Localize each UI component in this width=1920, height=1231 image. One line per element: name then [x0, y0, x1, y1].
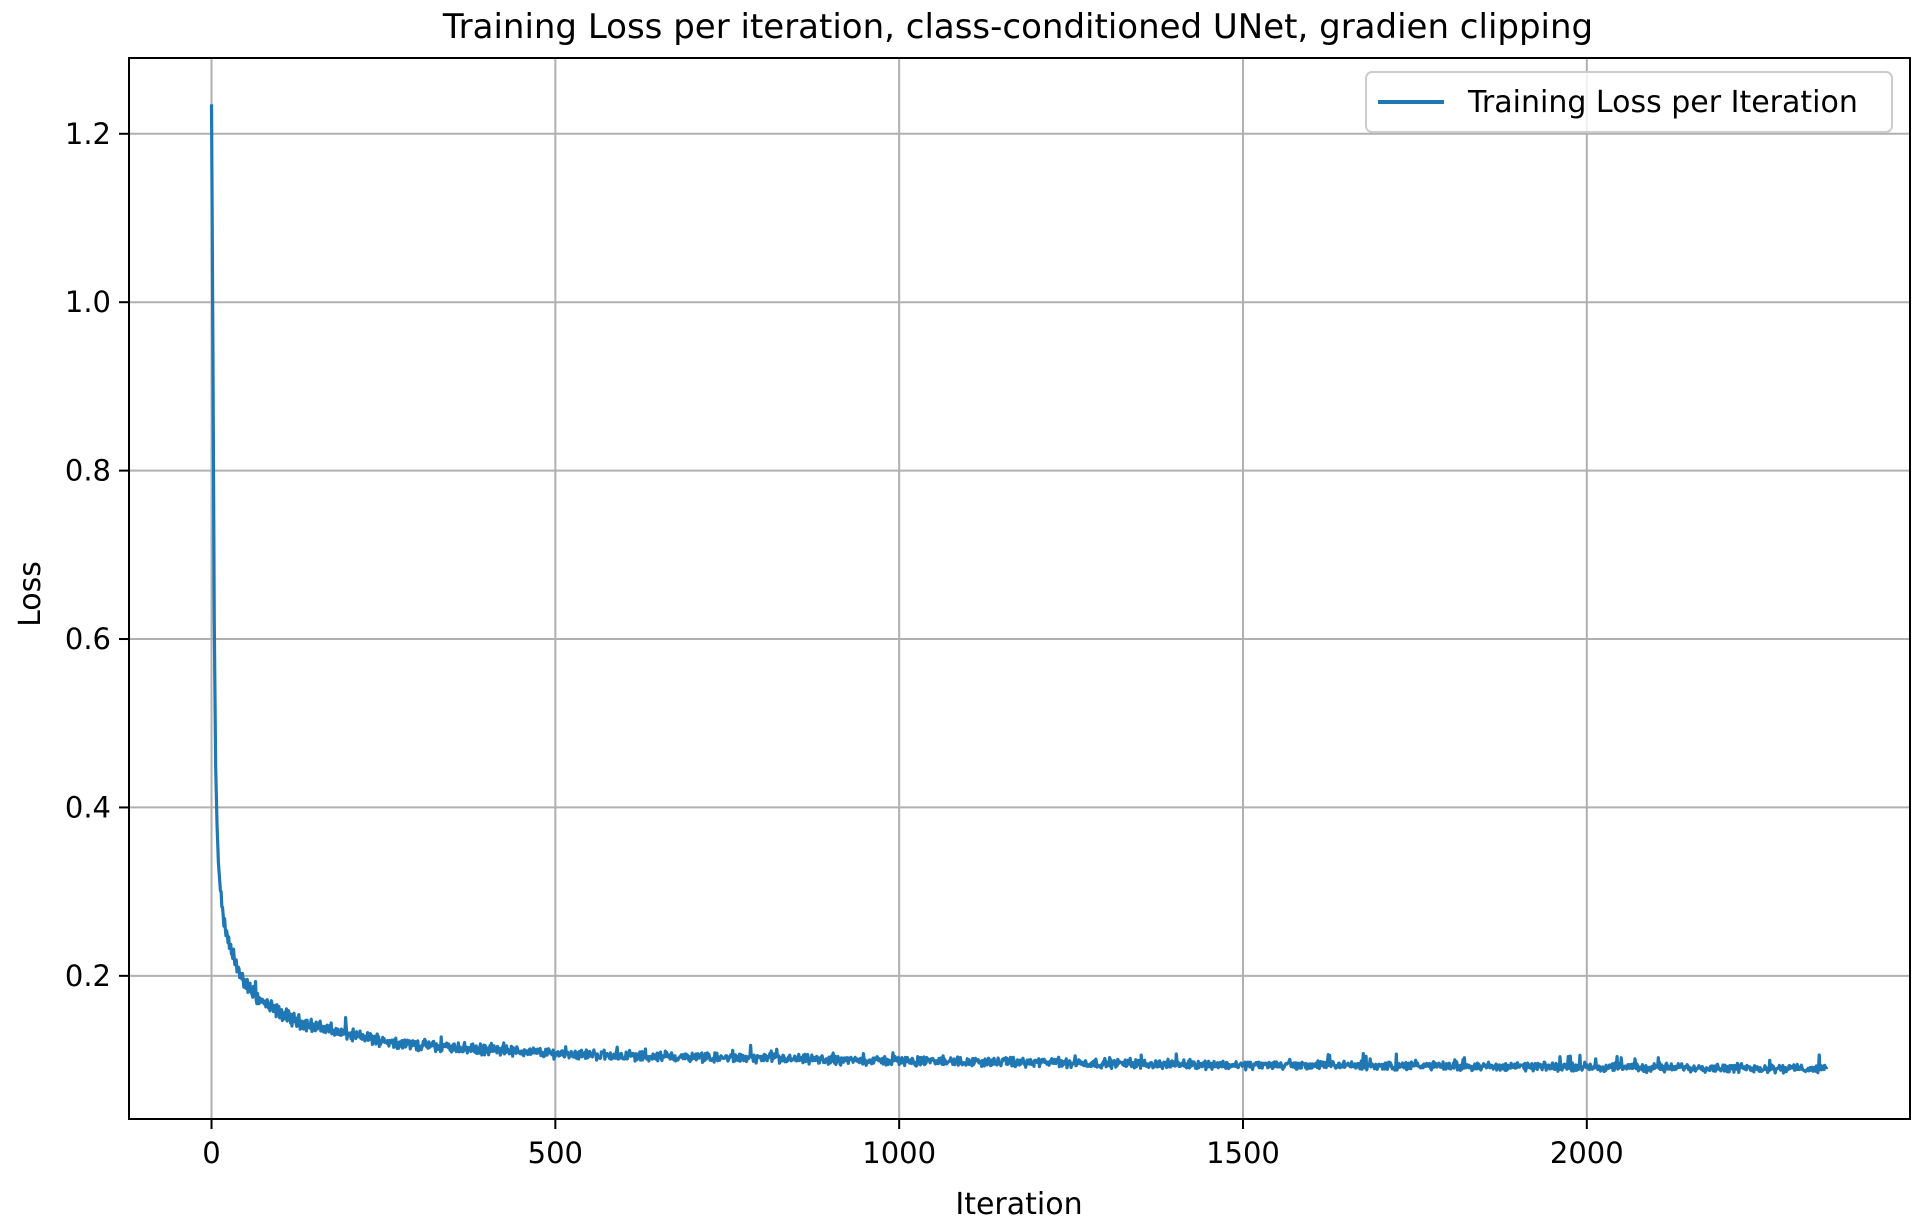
legend-box	[1365, 71, 1893, 133]
plot-area	[209, 104, 1829, 1075]
legend: Training Loss per Iteration	[1365, 71, 1893, 133]
y-axis-label: Loss	[13, 561, 48, 627]
x-tick-label: 0	[202, 1136, 220, 1170]
y-tick-label: 0.8	[65, 454, 111, 488]
x-tick-label: 2000	[1550, 1136, 1624, 1170]
y-tick-label: 0.4	[65, 790, 111, 824]
chart-title: Training Loss per iteration, class-condi…	[442, 7, 1593, 47]
y-tick-label: 0.6	[65, 622, 111, 656]
grid-lines	[129, 58, 1910, 1119]
x-tick-label: 500	[528, 1136, 583, 1170]
axis-ticks: 0 500 1000 1500 2000 0.2 0.4 0.6 0.8 1.0 1.2	[65, 117, 1624, 1170]
legend-label: Training Loss per Iteration	[1467, 85, 1858, 120]
y-tick-label: 1.2	[65, 117, 111, 151]
x-axis-label: Iteration	[955, 1187, 1082, 1222]
x-tick-label: 1500	[1206, 1136, 1280, 1170]
loss-series-line	[209, 104, 1829, 1075]
x-tick-label: 1000	[862, 1136, 936, 1170]
y-tick-label: 1.0	[65, 285, 111, 319]
y-tick-label: 0.2	[65, 959, 111, 993]
plot-frame	[128, 57, 1911, 1120]
